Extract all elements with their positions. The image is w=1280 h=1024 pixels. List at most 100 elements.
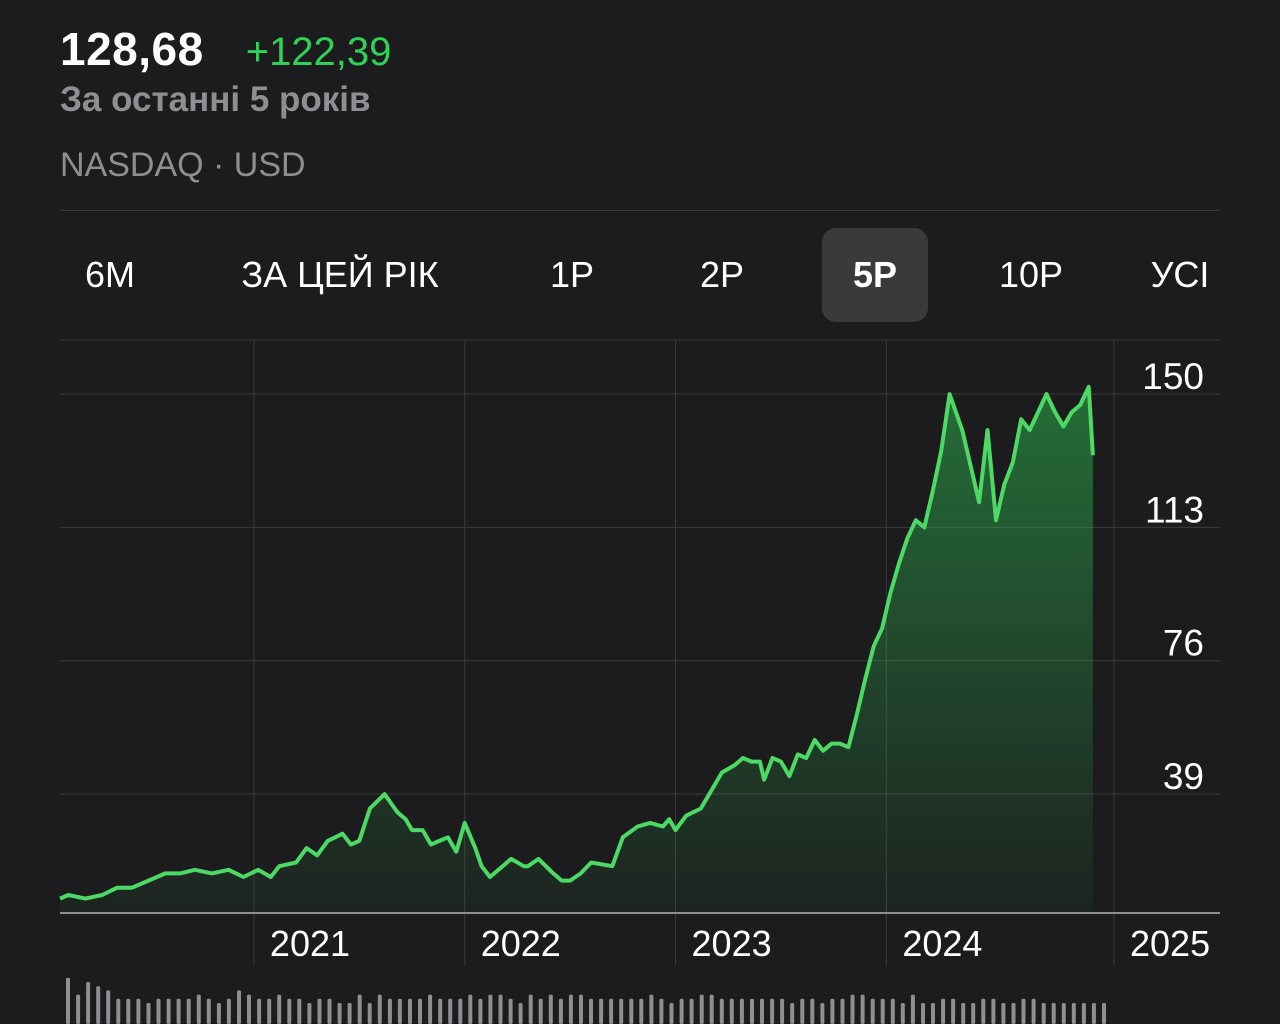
tab-6m[interactable]: 6М xyxy=(84,254,135,295)
volume-bar xyxy=(1011,1003,1016,1024)
volume-bar xyxy=(136,998,141,1024)
volume-bar xyxy=(297,998,302,1024)
y-tick-label: 39 xyxy=(1163,756,1204,797)
volume-bar xyxy=(750,998,754,1024)
volume-bar xyxy=(729,998,734,1024)
volume-bar xyxy=(770,998,775,1024)
volume-bar xyxy=(639,998,644,1024)
volume-bar xyxy=(196,994,201,1024)
volume-bar xyxy=(76,994,81,1024)
volume-bar xyxy=(277,994,282,1024)
volume-bar xyxy=(971,1003,976,1024)
volume-bar xyxy=(870,998,875,1024)
volume-bar xyxy=(629,998,634,1024)
volume-bar xyxy=(377,994,382,1024)
header-divider xyxy=(60,210,1220,211)
volume-bar xyxy=(1021,998,1026,1024)
volume-bar xyxy=(558,998,563,1024)
volume-bar xyxy=(1091,1003,1096,1024)
y-tick-label: 76 xyxy=(1163,623,1204,664)
volume-bar xyxy=(659,998,664,1024)
volume-bar xyxy=(337,1003,342,1024)
volume-bar xyxy=(568,994,573,1024)
volume-bar xyxy=(206,998,211,1024)
volume-bar xyxy=(1041,1003,1046,1024)
y-axis-labels: 39 76 113 150 xyxy=(1142,356,1204,797)
x-tick-label: 2021 xyxy=(270,923,350,964)
volume-bar xyxy=(1051,1003,1056,1024)
x-tick-label: 2024 xyxy=(902,923,982,964)
volume-bar xyxy=(890,998,895,1024)
volume-bar xyxy=(991,998,996,1024)
volume-bar xyxy=(780,998,785,1024)
volume-bar xyxy=(458,998,463,1024)
volume-bar xyxy=(166,998,171,1024)
volume-bar xyxy=(287,998,292,1024)
volume-bar xyxy=(941,998,946,1024)
x-axis-labels: 2021 2022 2023 2024 2025 xyxy=(270,923,1210,964)
volume-bar xyxy=(468,994,473,1024)
volume-bar xyxy=(226,998,231,1024)
y-tick-label: 150 xyxy=(1142,356,1204,397)
volume-bar xyxy=(921,1003,925,1024)
price-change: +122,39 xyxy=(245,30,392,74)
volume-bar xyxy=(689,998,694,1024)
volume-bar xyxy=(317,998,322,1024)
exchange-currency: NASDAQ · USD xyxy=(60,146,306,184)
tab-1y[interactable]: 1Р xyxy=(549,254,595,295)
volume-bar xyxy=(438,998,443,1024)
volume-bar xyxy=(528,994,533,1024)
volume-bar xyxy=(116,998,121,1024)
volume-bar xyxy=(86,982,91,1024)
volume-bar xyxy=(649,994,654,1024)
tab-5y[interactable]: 5Р xyxy=(822,228,928,322)
volume-bar xyxy=(961,1003,966,1024)
y-tick-label: 113 xyxy=(1145,489,1204,530)
x-tick-label: 2023 xyxy=(692,923,772,964)
volume-bar xyxy=(548,994,553,1024)
volume-bar xyxy=(900,1003,905,1024)
volume-bar xyxy=(347,1003,352,1024)
tab-ytd[interactable]: ЗА ЦЕЙ РІК xyxy=(241,254,439,295)
tab-2y[interactable]: 2Р xyxy=(699,254,745,295)
volume-bar xyxy=(126,998,131,1024)
volume-bar xyxy=(1102,1003,1106,1024)
volume-bar xyxy=(96,986,101,1024)
volume-bar xyxy=(186,998,191,1024)
volume-bar xyxy=(448,998,453,1024)
volume-bar xyxy=(387,998,392,1024)
tab-all[interactable]: УСІ xyxy=(1150,254,1210,295)
volume-bar xyxy=(719,998,724,1024)
range-tabs: 6М ЗА ЦЕЙ РІК 1Р 2Р 5Р 10Р УСІ xyxy=(60,228,1220,322)
volume-bar xyxy=(488,994,493,1024)
volume-bar xyxy=(579,994,583,1024)
volume-bar xyxy=(247,994,251,1024)
volume-bar xyxy=(669,1003,674,1024)
volume-bar xyxy=(176,998,181,1024)
volume-bar xyxy=(760,998,764,1024)
volume-bar xyxy=(790,1003,795,1024)
volume-bar xyxy=(428,994,433,1024)
quote-header: 128,68 +122,39 За останні 5 років NASDAQ… xyxy=(60,22,391,185)
tab-10y[interactable]: 10Р xyxy=(998,254,1064,295)
volume-bar xyxy=(418,998,422,1024)
volume-bar xyxy=(1001,1003,1006,1024)
x-tick-label: 2022 xyxy=(481,923,561,964)
volume-bar xyxy=(518,1003,523,1024)
volume-bar xyxy=(840,998,845,1024)
volume-bar xyxy=(156,998,161,1024)
volume-bar xyxy=(1071,1003,1076,1024)
volume-bar xyxy=(619,998,624,1024)
current-price: 128,68 xyxy=(60,23,204,75)
volume-bar xyxy=(810,998,815,1024)
volume-bar xyxy=(820,1003,825,1024)
volume-bar xyxy=(397,998,402,1024)
volume-bar xyxy=(679,998,684,1024)
volume-bar xyxy=(830,998,835,1024)
volume-bar xyxy=(257,998,262,1024)
volume-bar xyxy=(106,990,111,1024)
volume-bar xyxy=(508,998,513,1024)
volume-bar xyxy=(599,998,604,1024)
period-label: За останні 5 років xyxy=(60,80,371,119)
